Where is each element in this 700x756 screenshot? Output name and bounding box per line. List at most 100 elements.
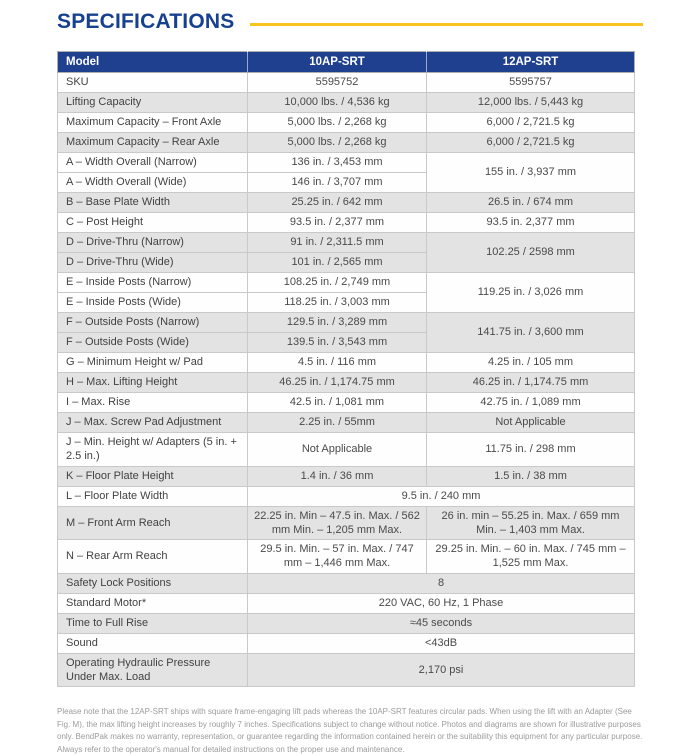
table-row-safety-lock-positions: Safety Lock Positions 8 (57, 572, 635, 594)
cell-12ap: 11.75 in. / 298 mm (426, 432, 635, 467)
column-header-10ap-srt: 10AP-SRT (247, 51, 427, 73)
row-label: J – Min. Height w/ Adapters (5 in. + 2.5… (57, 432, 248, 467)
table-row-width-overall-narrow: A – Width Overall (Narrow) 136 in. / 3,4… (57, 152, 635, 193)
table-row-drive-thru-wide: D – Drive-Thru (Wide) 101 in. / 2,565 mm (57, 252, 635, 273)
cell-12ap: 46.25 in. / 1,174.75 mm (426, 372, 635, 393)
row-label: K – Floor Plate Height (57, 465, 248, 487)
cell-12ap: 26 in. min – 55.25 in. Max. / 659 mm Min… (426, 505, 635, 541)
row-label: E – Inside Posts (Narrow) (57, 272, 248, 293)
cell-10ap: 91 in. / 2,311.5 mm (247, 232, 427, 253)
row-label: G – Minimum Height w/ Pad (57, 352, 248, 373)
title-row: SPECIFICATIONS (57, 7, 643, 37)
row-label: C – Post Height (57, 212, 248, 233)
specifications-table: Model 10AP-SRT 12AP-SRT SKU 5595752 5595… (57, 51, 635, 688)
row-label: SKU (57, 72, 248, 93)
table-row-outside-posts-narrow: F – Outside Posts (Narrow) 129.5 in. / 3… (57, 312, 635, 353)
row-label: B – Base Plate Width (57, 192, 248, 213)
cell-12ap: 6,000 / 2,721.5 kg (426, 132, 635, 153)
footnote-text: Please note that the 12AP-SRT ships with… (57, 707, 643, 754)
cell-10ap: 108.25 in. / 2,749 mm (247, 272, 427, 293)
table-row-min-height-w-adapters: J – Min. Height w/ Adapters (5 in. + 2.5… (57, 432, 635, 467)
table-row-minimum-height-w-pad: G – Minimum Height w/ Pad 4.5 in. / 116 … (57, 352, 635, 373)
row-label: F – Outside Posts (Wide) (57, 332, 248, 353)
row-label: Standard Motor* (57, 592, 248, 614)
cell-12ap: 1.5 in. / 38 mm (426, 465, 635, 487)
cell-12ap-merged: 102.25 / 2598 mm (426, 232, 635, 273)
row-label: N – Rear Arm Reach (57, 539, 248, 574)
row-label: E – Inside Posts (Wide) (57, 292, 248, 313)
row-label: Lifting Capacity (57, 92, 248, 113)
cell-12ap: 4.25 in. / 105 mm (426, 352, 635, 373)
cell-shared: 2,170 psi (247, 652, 635, 688)
page-title: SPECIFICATIONS (57, 10, 235, 33)
row-label: Maximum Capacity – Rear Axle (57, 132, 248, 153)
cell-10ap: 136 in. / 3,453 mm (247, 152, 427, 173)
row-label: J – Max. Screw Pad Adjustment (57, 412, 248, 433)
table-row-floor-plate-height: K – Floor Plate Height 1.4 in. / 36 mm 1… (57, 465, 635, 487)
cell-10ap: 101 in. / 2,565 mm (247, 252, 427, 273)
cell-shared: 220 VAC, 60 Hz, 1 Phase (247, 592, 635, 614)
row-label: F – Outside Posts (Narrow) (57, 312, 248, 333)
cell-12ap: 5595757 (426, 72, 635, 93)
cell-12ap-merged: 119.25 in. / 3,026 mm (426, 272, 635, 313)
row-label: M – Front Arm Reach (57, 505, 248, 541)
row-label: A – Width Overall (Narrow) (57, 152, 248, 173)
row-label: I – Max. Rise (57, 392, 248, 413)
cell-10ap: 25.25 in. / 642 mm (247, 192, 427, 213)
table-header-row: Model 10AP-SRT 12AP-SRT (57, 51, 635, 73)
cell-10ap: 1.4 in. / 36 mm (247, 465, 427, 487)
cell-10ap: 29.5 in. Min. – 57 in. Max. / 747 mm – 1… (247, 539, 427, 574)
row-label: Maximum Capacity – Front Axle (57, 112, 248, 133)
table-row-rear-arm-reach: N – Rear Arm Reach 29.5 in. Min. – 57 in… (57, 539, 635, 574)
table-row-width-overall-wide: A – Width Overall (Wide) 146 in. / 3,707… (57, 172, 635, 193)
cell-10ap: 129.5 in. / 3,289 mm (247, 312, 427, 333)
cell-10ap: 2.25 in. / 55mm (247, 412, 427, 433)
table-row-time-to-full-rise: Time to Full Rise ≈45 seconds (57, 612, 635, 634)
cell-10ap: 42.5 in. / 1,081 mm (247, 392, 427, 413)
table-row-inside-posts-narrow: E – Inside Posts (Narrow) 108.25 in. / 2… (57, 272, 635, 313)
table-row-inside-posts-wide: E – Inside Posts (Wide) 118.25 in. / 3,0… (57, 292, 635, 313)
table-row-max-screw-pad-adjustment: J – Max. Screw Pad Adjustment 2.25 in. /… (57, 412, 635, 433)
table-row-max-capacity-rear-axle: Maximum Capacity – Rear Axle 5,000 lbs. … (57, 132, 635, 153)
cell-shared: ≈45 seconds (247, 612, 635, 634)
table-row-sound: Sound <43dB (57, 632, 635, 654)
cell-12ap: 29.25 in. Min. – 60 in. Max. / 745 mm – … (426, 539, 635, 574)
row-label: L – Floor Plate Width (57, 485, 248, 507)
row-label: A – Width Overall (Wide) (57, 172, 248, 193)
column-header-model: Model (57, 51, 248, 73)
cell-12ap: Not Applicable (426, 412, 635, 433)
table-row-standard-motor: Standard Motor* 220 VAC, 60 Hz, 1 Phase (57, 592, 635, 614)
cell-10ap: 5,000 lbs. / 2,268 kg (247, 132, 427, 153)
table-row-max-rise: I – Max. Rise 42.5 in. / 1,081 mm 42.75 … (57, 392, 635, 413)
table-row-lifting-capacity: Lifting Capacity 10,000 lbs. / 4,536 kg … (57, 92, 635, 113)
row-label: Sound (57, 632, 248, 654)
cell-shared: 9.5 in. / 240 mm (247, 485, 635, 507)
row-label: Time to Full Rise (57, 612, 248, 634)
cell-10ap: Not Applicable (247, 432, 427, 467)
table-row-post-height: C – Post Height 93.5 in. / 2,377 mm 93.5… (57, 212, 635, 233)
cell-12ap: 42.75 in. / 1,089 mm (426, 392, 635, 413)
cell-12ap-merged: 155 in. / 3,937 mm (426, 152, 635, 193)
cell-10ap: 139.5 in. / 3,543 mm (247, 332, 427, 353)
title-accent-rule (250, 22, 643, 26)
table-row-floor-plate-width: L – Floor Plate Width 9.5 in. / 240 mm (57, 485, 635, 507)
cell-12ap: 12,000 lbs. / 5,443 kg (426, 92, 635, 113)
cell-shared: <43dB (247, 632, 635, 654)
table-row-base-plate-width: B – Base Plate Width 25.25 in. / 642 mm … (57, 192, 635, 213)
cell-12ap: 6,000 / 2,721.5 kg (426, 112, 635, 133)
cell-10ap: 93.5 in. / 2,377 mm (247, 212, 427, 233)
page-content: SPECIFICATIONS Model 10AP-SRT 12AP-SRT S… (57, 0, 643, 756)
table-row-operating-hydraulic-pressure: Operating Hydraulic Pressure Under Max. … (57, 652, 635, 688)
row-label: Operating Hydraulic Pressure Under Max. … (57, 652, 248, 688)
cell-10ap: 10,000 lbs. / 4,536 kg (247, 92, 427, 113)
row-label: D – Drive-Thru (Wide) (57, 252, 248, 273)
cell-10ap: 46.25 in. / 1,174.75 mm (247, 372, 427, 393)
cell-10ap: 5595752 (247, 72, 427, 93)
cell-10ap: 118.25 in. / 3,003 mm (247, 292, 427, 313)
cell-10ap: 4.5 in. / 116 mm (247, 352, 427, 373)
row-label: H – Max. Lifting Height (57, 372, 248, 393)
row-label: D – Drive-Thru (Narrow) (57, 232, 248, 253)
cell-10ap: 146 in. / 3,707 mm (247, 172, 427, 193)
cell-12ap: 93.5 in. 2,377 mm (426, 212, 635, 233)
cell-12ap: 26.5 in. / 674 mm (426, 192, 635, 213)
